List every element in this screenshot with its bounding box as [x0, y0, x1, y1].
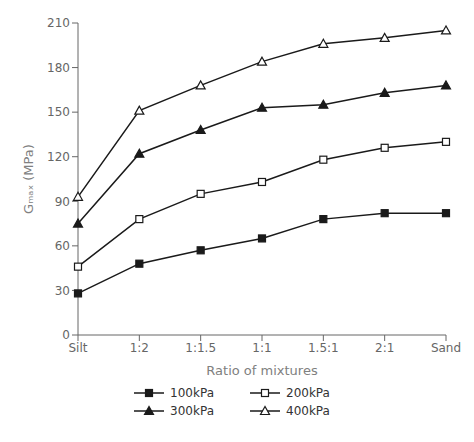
svg-text:90: 90: [55, 195, 70, 209]
html-text:300kPa: 300kPa: [170, 404, 214, 418]
svg-text:180: 180: [47, 61, 70, 75]
svg-text:0: 0: [62, 328, 70, 342]
svg-text:Silt: Silt: [69, 341, 88, 355]
svg-text:1:2: 1:2: [130, 341, 149, 355]
svg-text:Sand: Sand: [431, 341, 461, 355]
svg-text:120: 120: [47, 150, 70, 164]
svg-text:30: 30: [55, 284, 70, 298]
html-text:100kPa: 100kPa: [170, 386, 214, 400]
svg-text:Ratio of mixtures: Ratio of mixtures: [206, 363, 318, 378]
svg-text:1:1: 1:1: [252, 341, 271, 355]
svg-text:1:1.5: 1:1.5: [185, 341, 216, 355]
svg-text:Gₘₐₓ (MPa): Gₘₐₓ (MPa): [21, 144, 36, 214]
svg-text:210: 210: [47, 16, 70, 30]
svg-text:150: 150: [47, 105, 70, 119]
html-text:400kPa: 400kPa: [286, 404, 330, 418]
svg-text:2:1: 2:1: [375, 341, 394, 355]
html-text:200kPa: 200kPa: [286, 386, 330, 400]
svg-text:1.5:1: 1.5:1: [308, 341, 339, 355]
svg-text:60: 60: [55, 239, 70, 253]
